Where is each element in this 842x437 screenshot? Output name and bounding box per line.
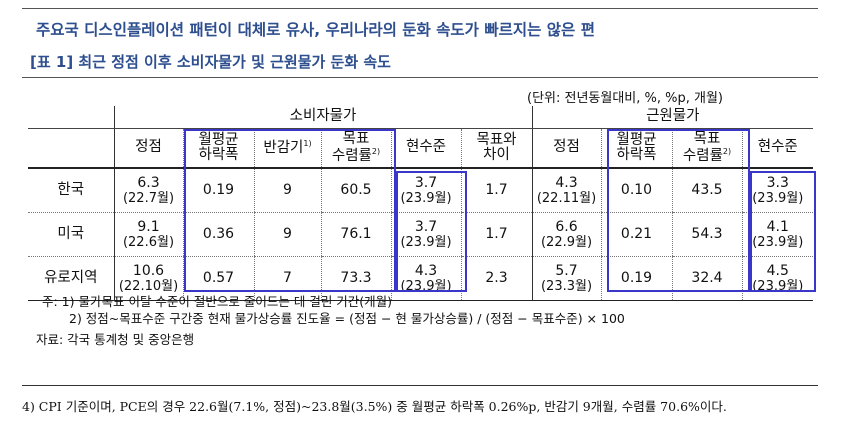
cpi-gap-cell: 1.7 [460, 212, 533, 257]
core-convergence-cell: 32.4 [671, 256, 743, 301]
core-current-cell: 4.5 (23.9월) [741, 256, 814, 301]
country-label: 미국 [28, 212, 114, 257]
cpi-convergence-cell: 76.1 [320, 212, 391, 257]
footnote-divider [22, 385, 818, 386]
core-peak-cell: 5.7 (23.3월) [531, 256, 602, 301]
col-cpi-convergence: 목표 수렴률2) [320, 128, 391, 169]
core-convergence-cell: 43.5 [671, 168, 743, 213]
page-headline: 주요국 디스인플레이션 패턴이 대체로 유사, 우리나라의 둔화 속도가 빠르지… [36, 21, 595, 39]
cpi-decline-cell: 0.57 [182, 256, 254, 301]
note-2: 2) 정점~목표수준 구간중 현재 물가상승률 진도율 = (정점 − 현 물가… [69, 311, 625, 326]
cpi-half-life-cell: 7 [253, 256, 321, 301]
cpi-half-life-cell: 9 [253, 212, 321, 257]
note-1: 주: 1) 물가목표 이탈 수준이 절반으로 줄어드는 데 걸린 기간(개월) [42, 294, 393, 309]
core-current-cell: 4.1 (23.9월) [741, 212, 814, 257]
source-note: 자료: 각국 통계청 및 중앙은행 [36, 332, 195, 347]
group-core: 근원물가 [531, 106, 814, 129]
table-row: 미국 9.1 (22.6월) 0.36 9 76.1 3.7 (23.9월) 1.7… [28, 212, 842, 257]
cpi-current-highlight-box [396, 171, 467, 292]
empty-corner [28, 106, 114, 129]
group-header-row: 소비자물가 근원물가 [28, 106, 842, 129]
cpi-peak-cell: 9.1 (22.6월) [113, 212, 183, 257]
table-title: [표 1] 최근 정점 이후 소비자물가 및 근원물가 둔화 속도 [30, 53, 391, 71]
col-cpi-gap: 목표와 차이 [460, 128, 533, 169]
empty-corner-2 [28, 128, 114, 169]
col-core-decline: 월평균 하락폭 [600, 128, 673, 169]
header-box: 주요국 디스인플레이션 패턴이 대체로 유사, 우리나라의 둔화 속도가 빠르지… [22, 8, 818, 78]
cpi-current-cell: 3.7 (23.9월) [390, 168, 461, 213]
unit-label: (단위: 전년동월대비, %, %p, 개월) [527, 91, 724, 106]
col-core-current: 현수준 [741, 128, 814, 169]
core-current-cell: 3.3 (23.9월) [741, 168, 814, 213]
col-cpi-decline: 월평균 하락폭 [182, 128, 254, 169]
group-cpi: 소비자물가 [113, 106, 533, 129]
table-row: 유로지역 10.6 (22.10월) 0.57 7 73.3 4.3 (23.9월)… [28, 256, 842, 301]
country-label: 유로지역 [28, 256, 114, 301]
table-notes: 주: 1) 물가목표 이탈 수준이 절반으로 줄어드는 데 걸린 기간(개월) … [42, 293, 625, 327]
cpi-peak-cell: 10.6 (22.10월) [113, 256, 183, 301]
column-header-row: 정점 월평균 하락폭 반감기1) 목표 수렴률2) 현수준 목표와 차이 정점 월평균… [28, 128, 842, 169]
col-core-convergence: 목표 수렴률2) [671, 128, 743, 169]
core-decline-cell: 0.21 [600, 212, 673, 257]
cpi-gap-cell: 1.7 [460, 168, 533, 213]
cpi-convergence-cell: 60.5 [320, 168, 391, 213]
cpi-current-cell: 4.3 (23.9월) [390, 256, 461, 301]
col-cpi-peak: 정점 [113, 128, 183, 169]
footnote-4: 4) CPI 기준이며, PCE의 경우 22.6월(7.1%, 정점)~23.… [22, 399, 727, 414]
core-convergence-cell: 54.3 [671, 212, 743, 257]
cpi-decline-cell: 0.36 [182, 212, 254, 257]
cpi-decline-cell: 0.19 [182, 168, 254, 213]
cpi-peak-cell: 6.3 (22.7월) [113, 168, 183, 213]
cpi-highlight-box [184, 129, 396, 292]
cpi-half-life-cell: 9 [253, 168, 321, 213]
core-decline-cell: 0.10 [600, 168, 673, 213]
cpi-current-cell: 3.7 (23.9월) [390, 212, 461, 257]
core-highlight-box [607, 129, 750, 292]
core-current-highlight-box [750, 171, 816, 292]
core-peak-cell: 6.6 (22.9월) [531, 212, 602, 257]
table-row: 한국 6.3 (22.7월) 0.19 9 60.5 3.7 (23.9월) 1.7… [28, 168, 842, 213]
cpi-convergence-cell: 73.3 [320, 256, 391, 301]
core-peak-cell: 4.3 (22.11월) [531, 168, 602, 213]
col-cpi-current: 현수준 [390, 128, 461, 169]
inflation-table: 소비자물가 근원물가 정점 월평균 하락폭 반감기1) 목표 수렴률2) 현수준 목… [28, 106, 842, 301]
col-core-peak: 정점 [531, 128, 602, 169]
core-decline-cell: 0.19 [600, 256, 673, 301]
country-label: 한국 [28, 168, 114, 213]
col-cpi-half-life: 반감기1) [253, 128, 321, 169]
cpi-gap-cell: 2.3 [460, 256, 533, 301]
